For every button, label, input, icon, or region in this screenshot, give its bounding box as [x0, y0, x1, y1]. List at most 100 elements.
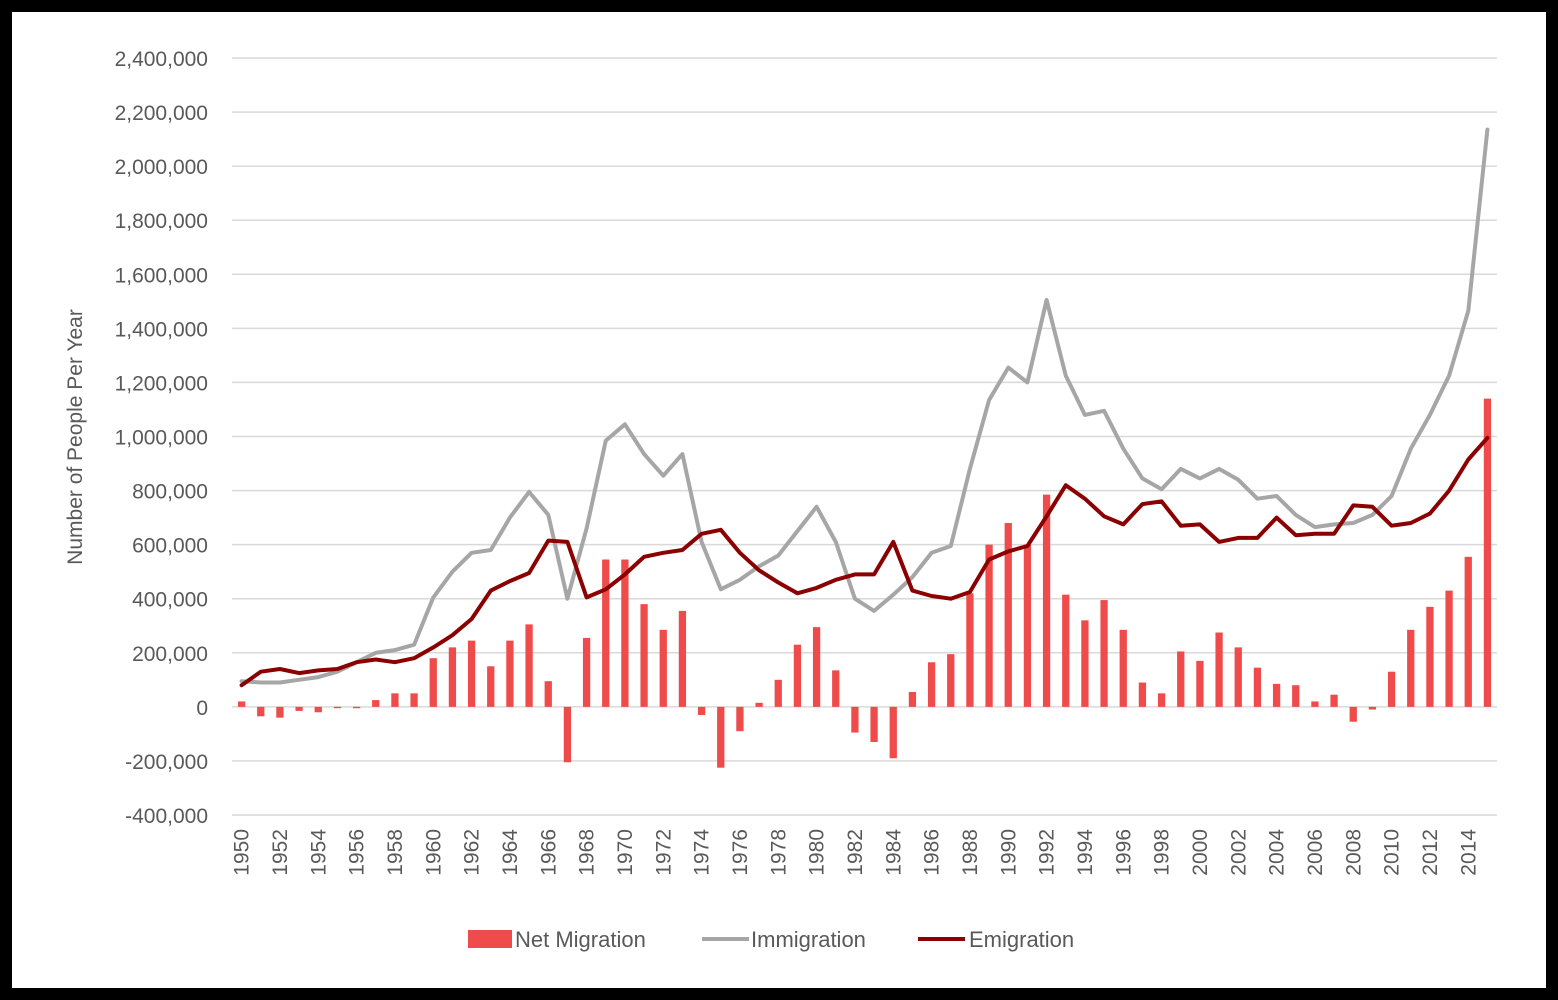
net-migration-bar	[1464, 556, 1472, 707]
net-migration-bar	[352, 706, 361, 709]
x-tick-label: 1964	[499, 829, 522, 876]
x-tick-label: 1966	[537, 829, 560, 876]
legend: Net Migration Immigration Emigration	[468, 927, 1074, 952]
net-migration-bar	[429, 658, 437, 707]
y-tick-label: 1,400,000	[115, 318, 208, 341]
net-migration-bar	[1062, 594, 1070, 707]
x-tick-label: 2014	[1457, 829, 1480, 876]
net-migration-bar	[237, 701, 246, 707]
x-tick-label: 1962	[461, 829, 484, 876]
net-migration-bar	[410, 693, 418, 707]
net-migration-bar	[257, 706, 265, 717]
net-migration-bar	[697, 706, 706, 715]
net-migration-bar	[1292, 685, 1300, 707]
x-tick-label: 1972	[652, 829, 675, 876]
net-migration-bars	[237, 398, 1492, 768]
net-migration-bar	[1311, 701, 1319, 707]
net-migration-bar	[1157, 693, 1166, 707]
net-migration-bar	[1368, 706, 1377, 710]
y-tick-label: 600,000	[132, 535, 208, 558]
net-migration-bar	[1177, 651, 1185, 707]
y-tick-label: 200,000	[132, 643, 208, 666]
net-migration-bar	[1234, 647, 1242, 707]
net-migration-bar	[602, 559, 610, 707]
net-migration-bar	[295, 706, 303, 711]
y-tick-label: -200,000	[125, 751, 208, 774]
legend-label: Net Migration	[515, 927, 646, 952]
net-migration-bar	[544, 681, 552, 707]
net-migration-bar	[1004, 523, 1012, 707]
net-migration-bar	[678, 610, 687, 707]
net-migration-bar	[812, 627, 821, 707]
x-tick-label: 1990	[997, 829, 1020, 876]
y-tick-label: 1,000,000	[115, 427, 208, 450]
x-tick-label: 2008	[1342, 829, 1365, 876]
x-tick-label: 2002	[1227, 829, 1250, 876]
net-migration-bar	[1483, 398, 1492, 707]
net-migration-bar	[1272, 683, 1281, 707]
net-migration-bar	[966, 593, 974, 707]
net-migration-bar	[832, 670, 840, 707]
net-migration-bar	[717, 706, 725, 768]
x-tick-label: 1978	[767, 829, 790, 876]
net-migration-bar	[525, 624, 533, 707]
net-migration-bar	[1215, 632, 1223, 707]
x-tick-label: 1950	[231, 829, 254, 876]
net-migration-bar	[333, 706, 342, 709]
net-migration-bar	[1407, 629, 1415, 707]
x-tick-label: 1958	[384, 829, 407, 876]
y-tick-label: 400,000	[132, 589, 208, 612]
x-axis-ticks: 1950 1952 1954 1956 1958 1960 1962 1964 1966 1968…	[231, 829, 1481, 876]
net-migration-bar	[1387, 671, 1396, 707]
net-migration-bar	[736, 706, 744, 732]
x-tick-label: 2000	[1189, 829, 1212, 876]
y-tick-label: -400,000	[125, 805, 208, 828]
x-tick-label: 2004	[1266, 829, 1289, 876]
x-tick-label: 1952	[269, 829, 292, 876]
net-migration-bar	[851, 706, 859, 733]
x-tick-label: 2012	[1419, 829, 1442, 876]
net-migration-bar	[276, 706, 284, 718]
x-tick-label: 1974	[691, 829, 714, 876]
x-tick-label: 1986	[921, 829, 944, 876]
x-tick-label: 1954	[307, 829, 330, 876]
net-migration-bar	[640, 604, 648, 707]
net-migration-bar	[659, 629, 667, 707]
net-migration-bar	[467, 640, 476, 707]
y-tick-label: 2,400,000	[115, 48, 208, 71]
x-tick-label: 1998	[1151, 829, 1174, 876]
net-migration-bar	[1042, 494, 1051, 707]
emigration-line	[239, 435, 1490, 688]
x-tick-label: 1992	[1036, 829, 1059, 876]
immigration-line	[239, 127, 1490, 685]
legend-swatch-bar	[468, 930, 512, 948]
y-tick-label: 1,200,000	[115, 372, 208, 395]
x-tick-label: 1976	[729, 829, 752, 876]
net-migration-bar	[889, 706, 897, 759]
net-migration-bar	[1100, 600, 1108, 707]
net-migration-bar	[1081, 620, 1089, 707]
net-migration-bar	[774, 679, 782, 707]
x-tick-label: 1968	[576, 829, 599, 876]
net-migration-bar	[1196, 660, 1204, 707]
net-migration-bar	[1445, 590, 1453, 707]
net-migration-bar	[1138, 682, 1147, 707]
legend-label: Immigration	[751, 927, 866, 952]
net-migration-bar	[448, 647, 457, 707]
y-tick-label: 800,000	[132, 481, 208, 504]
net-migration-bar	[1349, 706, 1357, 722]
net-migration-bar	[314, 706, 322, 713]
x-tick-label: 2010	[1381, 829, 1404, 876]
net-migration-bar	[1253, 667, 1262, 707]
net-migration-bar	[985, 544, 993, 707]
x-tick-label: 1996	[1112, 829, 1135, 876]
net-migration-bar	[391, 693, 399, 707]
net-migration-bar	[487, 666, 495, 707]
x-tick-label: 2006	[1304, 829, 1327, 876]
net-migration-bar	[793, 644, 802, 707]
x-tick-label: 1980	[806, 829, 829, 876]
legend-label: Emigration	[969, 927, 1074, 952]
net-migration-bar	[621, 559, 629, 707]
y-axis-ticks: 2,400,000 2,200,000 2,000,000 1,800,000 1,60…	[115, 48, 208, 828]
